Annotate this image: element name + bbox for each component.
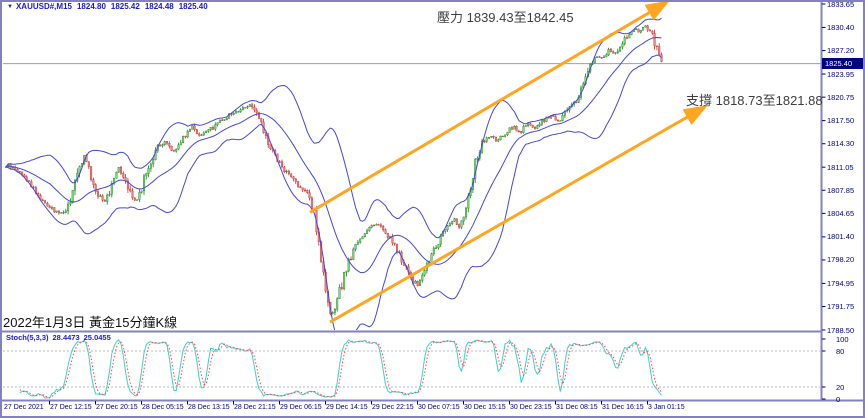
time-axis-label: 30 Dec 23:15 xyxy=(510,404,552,411)
trend-channel xyxy=(309,2,708,324)
price-axis-label: 1817.50 xyxy=(827,116,855,126)
time-axis-label: 30 Dec 07:15 xyxy=(418,404,460,411)
time-axis-label: 29 Dec 14:15 xyxy=(326,404,368,411)
main-chart-panel xyxy=(3,2,821,330)
price-axis-label: 1814.30 xyxy=(827,139,855,149)
stoch-k-line xyxy=(19,339,662,399)
price-axis-label: 1823.95 xyxy=(827,69,855,79)
bollinger-bands xyxy=(5,17,662,330)
price-axis-label: 1801.40 xyxy=(827,232,855,242)
time-axis-label: 29 Dec 22:15 xyxy=(372,404,414,411)
time-axis-label: 27 Dec 20:15 xyxy=(96,404,138,411)
candlestick-series xyxy=(4,24,663,316)
time-axis-label: 28 Dec 05:15 xyxy=(142,404,184,411)
symbol-timeframe-label: XAUUSD#,M15 xyxy=(15,2,72,11)
stoch-axis-label: 80 xyxy=(836,346,845,356)
date-caption: 2022年1月3日 黃金15分鐘K線 xyxy=(3,315,178,330)
low-value: 1824.48 xyxy=(144,2,174,11)
time-axis-label: 31 Dec 08:15 xyxy=(556,404,598,411)
time-axis-label: 3 Jan 01:15 xyxy=(648,404,685,411)
price-axis-label: 1794.95 xyxy=(827,278,855,288)
stochastic-panel xyxy=(3,339,820,399)
price-axis-label: 1807.85 xyxy=(827,185,855,195)
stoch-d-value: 25.0455 xyxy=(83,333,111,342)
time-axis-label: 29 Dec 06:15 xyxy=(280,404,322,411)
symbol-dropdown-icon[interactable]: ▼ xyxy=(7,4,13,10)
time-axis-label: 27 Dec 12:15 xyxy=(50,404,92,411)
time-axis-label: 28 Dec 13:15 xyxy=(188,404,230,411)
stoch-name: Stoch(5,3,3) xyxy=(6,333,49,342)
time-axis-label: 27 Dec 2021 xyxy=(4,404,44,411)
price-axis-label: 1820.75 xyxy=(827,92,855,102)
time-axis-label: 30 Dec 15:15 xyxy=(464,404,506,411)
price-axis-label: 1798.20 xyxy=(827,255,855,265)
stoch-axis-label: 0 xyxy=(836,394,841,404)
stoch-axis-label: 20 xyxy=(836,382,845,392)
stoch-axis-label: 100 xyxy=(836,334,849,344)
price-axis-label: 1791.75 xyxy=(827,302,855,312)
resistance-annotation[interactable]: 壓力 1839.43至1842.45 xyxy=(437,10,574,25)
price-axis-label: 1804.65 xyxy=(827,208,855,218)
price-axis-label: 1833.65 xyxy=(827,0,855,9)
price-axis-label: 1830.40 xyxy=(827,22,855,32)
stochastic-label: Stoch(5,3,3) 28.4473 25.0455 xyxy=(6,333,115,342)
time-axis-label: 28 Dec 21:15 xyxy=(234,404,276,411)
price-axis-label: 1788.50 xyxy=(827,325,855,335)
time-axis-label: 31 Dec 16:15 xyxy=(602,404,644,411)
current-price-badge: 1825.40 xyxy=(822,58,863,69)
price-axis-label: 1811.05 xyxy=(827,162,854,172)
high-value: 1825.42 xyxy=(110,2,140,11)
open-value: 1824.80 xyxy=(76,2,106,11)
chart-header: ▼ XAUUSD#,M15 1824.80 1825.42 1824.48 1825.40 xyxy=(7,2,208,11)
stoch-k-value: 28.4473 xyxy=(52,333,80,342)
stoch-d-line xyxy=(19,340,662,399)
support-annotation[interactable]: 支撐 1818.73至1821.88 xyxy=(686,93,823,108)
close-value: 1825.40 xyxy=(178,2,208,11)
price-axis-label: 1827.20 xyxy=(827,46,855,56)
